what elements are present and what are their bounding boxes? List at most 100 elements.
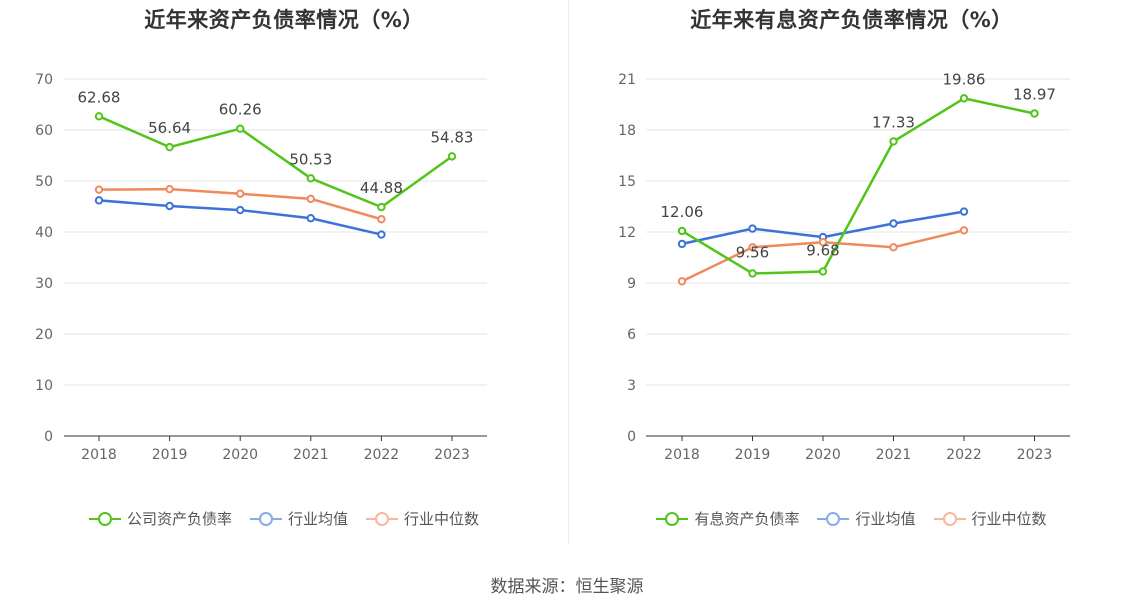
left-chart-legend: 公司资产负债率 行业均值 行业中位数 bbox=[0, 508, 568, 529]
data-point[interactable] bbox=[959, 94, 969, 103]
legend-swatch-icon bbox=[366, 511, 398, 526]
data-source-note: 数据来源：恒生聚源 bbox=[490, 577, 644, 597]
x-tick-label: 2022 bbox=[364, 447, 400, 463]
data-label: 18.97 bbox=[1013, 86, 1056, 104]
data-point[interactable] bbox=[447, 152, 457, 161]
data-label: 54.83 bbox=[431, 128, 474, 146]
panel-divider bbox=[568, 0, 569, 545]
legend-label: 公司资产负债率 bbox=[126, 510, 232, 528]
y-tick-label: 0 bbox=[44, 429, 53, 445]
right-chart-panel: 近年来有息资产负债率情况（%） 0 3 6 9 12 15 18 21 2018 2019 2020… bbox=[569, 0, 1134, 545]
data-label: 62.68 bbox=[78, 88, 121, 106]
legend-swatch-icon bbox=[656, 511, 689, 526]
data-label: 44.88 bbox=[360, 179, 403, 197]
data-point[interactable] bbox=[306, 174, 315, 183]
x-tick-label: 2018 bbox=[81, 447, 117, 463]
data-point[interactable] bbox=[94, 196, 104, 205]
legend-item[interactable]: 行业中位数 bbox=[933, 508, 1047, 529]
y-tick-label: 20 bbox=[35, 327, 53, 343]
y-tick-label: 10 bbox=[35, 378, 53, 394]
legend-label: 行业中位数 bbox=[971, 510, 1047, 528]
x-tick-label: 2019 bbox=[152, 447, 188, 463]
right-chart-legend: 有息资产负债率 行业均值 行业中位数 bbox=[569, 508, 1134, 529]
data-point[interactable] bbox=[165, 142, 174, 152]
legend-label: 行业中位数 bbox=[404, 510, 480, 528]
data-label: 12.06 bbox=[661, 203, 704, 221]
x-tick-label: 2023 bbox=[434, 447, 470, 463]
y-tick-label: 30 bbox=[35, 276, 53, 292]
data-point[interactable] bbox=[677, 277, 687, 286]
legend-item[interactable]: 行业均值 bbox=[249, 508, 348, 529]
left-chart-plot: 0 10 20 30 40 50 60 70 2018 2019 2020 2021 2022 2023 6… bbox=[35, 72, 487, 463]
y-tick-label: 12 bbox=[618, 225, 636, 241]
data-point[interactable] bbox=[236, 205, 245, 215]
y-tick-label: 0 bbox=[627, 429, 636, 445]
legend-label: 有息资产负债率 bbox=[694, 510, 800, 528]
legend-label: 行业均值 bbox=[855, 510, 916, 528]
legend-swatch-icon bbox=[249, 511, 282, 526]
right-chart-plot: 0 3 6 9 12 15 18 21 2018 2019 2020 2021 2022 2023 12.0… bbox=[618, 70, 1070, 463]
data-point[interactable] bbox=[818, 267, 828, 276]
data-point[interactable] bbox=[889, 219, 898, 228]
x-tick-label: 2020 bbox=[222, 447, 258, 463]
data-label: 9.56 bbox=[736, 243, 769, 261]
data-point[interactable] bbox=[748, 243, 757, 252]
series-line-s1 bbox=[98, 199, 382, 236]
data-point[interactable] bbox=[377, 215, 386, 224]
y-tick-label: 3 bbox=[627, 378, 636, 394]
data-label: 50.53 bbox=[289, 150, 332, 168]
data-label: 9.68 bbox=[806, 241, 839, 259]
series-line-s0 bbox=[681, 97, 1035, 275]
legend-swatch-icon bbox=[817, 511, 850, 526]
legend-item[interactable]: 行业均值 bbox=[817, 508, 916, 529]
left-chart-title: 近年来资产负债率情况（%） bbox=[144, 8, 424, 32]
data-label: 19.86 bbox=[943, 70, 986, 88]
x-tick-label: 2021 bbox=[293, 447, 329, 463]
x-tick-label: 2023 bbox=[1017, 447, 1053, 463]
data-point[interactable] bbox=[889, 137, 898, 146]
x-tick-label: 2022 bbox=[946, 447, 982, 463]
legend-label: 行业均值 bbox=[287, 510, 348, 528]
data-point[interactable] bbox=[959, 207, 969, 216]
data-point[interactable] bbox=[94, 112, 104, 121]
y-tick-label: 40 bbox=[35, 225, 53, 241]
data-point[interactable] bbox=[889, 243, 898, 252]
x-tick-label: 2019 bbox=[735, 447, 771, 463]
y-tick-label: 18 bbox=[618, 123, 636, 139]
data-point[interactable] bbox=[1030, 109, 1039, 118]
data-point[interactable] bbox=[818, 238, 828, 247]
left-chart-panel: 近年来资产负债率情况（%） 0 10 20 30 40 50 60 70 2018 2019 202… bbox=[0, 0, 568, 545]
data-point[interactable] bbox=[748, 224, 757, 233]
data-point[interactable] bbox=[94, 185, 104, 194]
data-point[interactable] bbox=[165, 184, 174, 194]
x-tick-label: 2021 bbox=[876, 447, 912, 463]
legend-item[interactable]: 有息资产负债率 bbox=[656, 508, 799, 529]
data-point[interactable] bbox=[236, 124, 245, 133]
y-tick-label: 60 bbox=[35, 123, 53, 139]
y-tick-label: 70 bbox=[35, 72, 53, 88]
legend-item[interactable]: 行业中位数 bbox=[366, 508, 479, 529]
data-point[interactable] bbox=[377, 230, 386, 239]
y-tick-label: 9 bbox=[627, 276, 636, 292]
legend-swatch-icon bbox=[933, 511, 966, 526]
data-point[interactable] bbox=[306, 194, 315, 204]
data-label: 56.64 bbox=[148, 119, 191, 137]
data-point[interactable] bbox=[677, 226, 687, 236]
right-chart-title: 近年来有息资产负债率情况（%） bbox=[690, 8, 1013, 32]
y-tick-label: 15 bbox=[618, 174, 636, 190]
data-point[interactable] bbox=[165, 201, 174, 211]
data-label: 17.33 bbox=[872, 113, 915, 131]
x-tick-label: 2018 bbox=[664, 447, 700, 463]
y-tick-label: 6 bbox=[627, 327, 636, 343]
data-point[interactable] bbox=[236, 189, 245, 198]
x-tick-label: 2020 bbox=[805, 447, 841, 463]
data-point[interactable] bbox=[959, 226, 969, 235]
data-point[interactable] bbox=[748, 269, 757, 278]
data-point[interactable] bbox=[306, 214, 315, 223]
legend-item[interactable]: 公司资产负债率 bbox=[88, 508, 232, 529]
data-point[interactable] bbox=[677, 239, 687, 249]
y-tick-label: 21 bbox=[618, 72, 636, 88]
series-line-s0 bbox=[98, 115, 453, 209]
y-tick-label: 50 bbox=[35, 174, 53, 190]
data-point[interactable] bbox=[377, 202, 386, 212]
